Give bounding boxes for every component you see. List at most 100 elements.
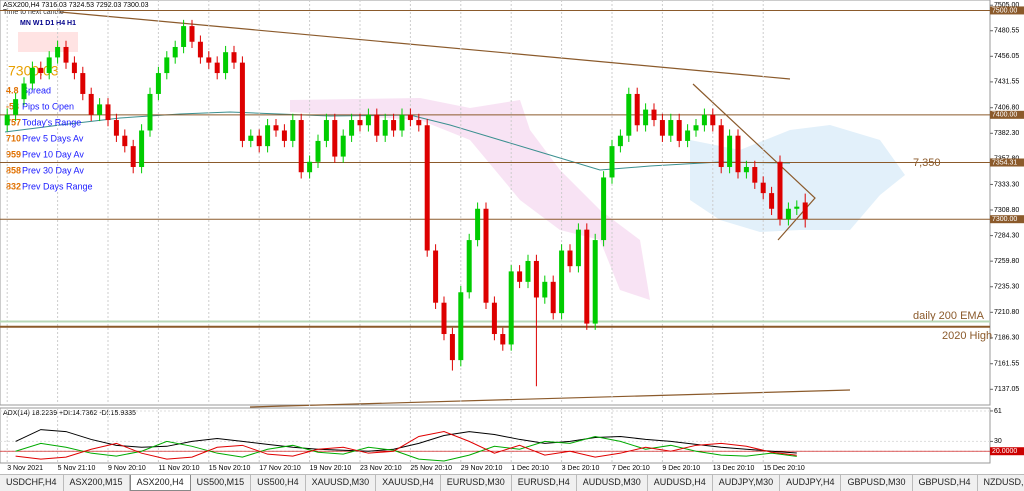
candle-body <box>88 93 94 115</box>
candle-body <box>559 250 565 314</box>
symbol-title: ASX200,H4 7316.03 7324.53 7292.03 7300.0… <box>3 2 149 9</box>
y-tick-label: 7235.30 <box>994 284 1019 291</box>
candle-body <box>458 292 464 361</box>
candle-body <box>256 135 262 147</box>
tab[interactable]: XAUUSD,H4 <box>376 475 441 491</box>
tab[interactable]: AUDJPY,M30 <box>713 475 781 491</box>
candle-body <box>794 206 800 209</box>
candle-body <box>181 26 187 47</box>
candle-body <box>777 161 783 220</box>
candle-body <box>634 93 640 126</box>
candle-body <box>97 104 103 115</box>
info-value: 959 <box>6 149 21 159</box>
candle-body <box>122 135 128 147</box>
info-value: 832 <box>6 181 21 191</box>
candle-body <box>449 334 455 361</box>
annotation: 2020 High <box>942 330 992 342</box>
tab[interactable]: EURUSD,M30 <box>441 475 512 491</box>
y-tick-label: 7456.05 <box>994 53 1019 60</box>
x-tick-label: 15 Nov 20:10 <box>209 465 251 472</box>
triangle <box>692 83 816 241</box>
adx-title: ADX(14) 18.2239 +DI:14.7362 -DI:15.9335 <box>3 410 136 417</box>
tab[interactable]: US500,M15 <box>191 475 252 491</box>
candle-body <box>433 250 439 303</box>
candle-body <box>693 125 699 131</box>
tab[interactable]: AUDUSD,M30 <box>577 475 648 491</box>
adx-tick-label: 30 <box>994 438 1002 445</box>
candle-body <box>46 57 52 74</box>
tab[interactable]: AUDJPY,H4 <box>780 475 842 491</box>
candle-body <box>323 120 329 141</box>
candle-body <box>575 229 581 267</box>
y-tick-label: 7333.30 <box>994 181 1019 188</box>
y-tick-label: 7431.55 <box>994 79 1019 86</box>
candle-body <box>651 109 657 121</box>
tab[interactable]: NZDUSD,M30 <box>978 475 1024 491</box>
candle-body <box>21 83 27 100</box>
level-label: 7500.00 <box>992 7 1017 14</box>
candle-body <box>391 120 397 131</box>
adx-line <box>15 431 797 460</box>
candle-body <box>617 135 623 147</box>
candle-body <box>223 52 229 74</box>
x-tick-label: 17 Nov 20:10 <box>259 465 301 472</box>
cloud <box>290 98 650 300</box>
candle-body <box>525 260 531 282</box>
info-label: Prev 30 Day Av <box>22 165 84 175</box>
candle-body <box>517 271 523 282</box>
info-value: 710 <box>6 133 21 143</box>
y-tick-label: 7186.30 <box>994 335 1019 342</box>
tab[interactable]: AUDUSD,H4 <box>648 475 713 491</box>
level-label: 7300.00 <box>992 216 1017 223</box>
tab[interactable]: US500,H4 <box>251 475 306 491</box>
candle-body <box>643 109 649 126</box>
candle-body <box>357 120 363 126</box>
tab[interactable]: EURUSD,H4 <box>512 475 577 491</box>
candle-body <box>399 114 405 131</box>
tab[interactable]: ASX200,M15 <box>64 475 130 491</box>
info-value: -53 <box>6 101 19 111</box>
candle-body <box>550 281 556 314</box>
timeframes: MN W1 D1 H4 H1 <box>20 20 76 27</box>
candle-body <box>13 99 19 115</box>
x-tick-label: 29 Nov 20:10 <box>461 465 503 472</box>
x-tick-label: 9 Dec 20:10 <box>662 465 700 472</box>
adx-level-label: 20.0000 <box>992 448 1017 455</box>
candle-body <box>147 93 153 131</box>
candle-body <box>424 125 430 251</box>
chart: ASX200,H4 7316.03 7324.53 7292.03 7300.0… <box>0 0 1024 472</box>
candle-body <box>189 26 195 42</box>
adx-level-tag <box>990 447 1024 456</box>
candle-body <box>718 125 724 168</box>
candle-body <box>508 271 514 345</box>
candle-body <box>701 114 707 126</box>
tab[interactable]: GBPUSD,H4 <box>913 475 978 491</box>
candle-body <box>248 135 254 141</box>
candle-body <box>281 130 287 141</box>
candle-body <box>71 62 77 74</box>
info-label: Spread <box>22 85 51 95</box>
trendline <box>249 389 851 408</box>
candle-body <box>382 120 388 136</box>
candle-body <box>105 104 111 121</box>
candle-body <box>197 41 203 58</box>
y-tick-label: 7259.80 <box>994 258 1019 265</box>
x-tick-label: 15 Dec 20:10 <box>763 465 805 472</box>
y-tick-label: 7210.80 <box>994 309 1019 316</box>
candle-body <box>290 120 296 141</box>
tab[interactable]: GBPUSD,M30 <box>841 475 913 491</box>
tab[interactable]: XAUUSD,M30 <box>306 475 377 491</box>
x-tick-label: 7 Dec 20:10 <box>612 465 650 472</box>
candle-body <box>567 250 573 267</box>
info-value: 858 <box>6 165 21 175</box>
level-label: 7354.31 <box>992 159 1017 166</box>
tab[interactable]: USDCHF,H4 <box>0 475 64 491</box>
candle-body <box>668 120 674 136</box>
candle-body <box>407 114 413 121</box>
candle-body <box>365 114 371 126</box>
tab[interactable]: ASX200,H4 <box>129 475 191 491</box>
candle-body <box>265 125 271 147</box>
level-tag <box>990 215 1024 224</box>
x-tick-label: 9 Nov 20:10 <box>108 465 146 472</box>
info-label: Prev 10 Day Av <box>22 149 84 159</box>
